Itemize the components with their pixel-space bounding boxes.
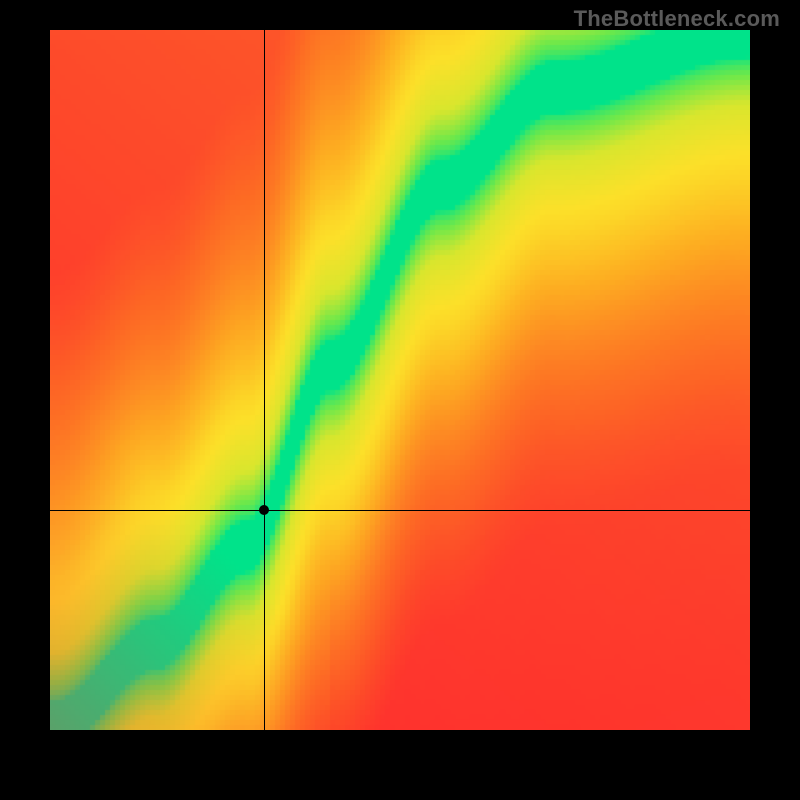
crosshair-horizontal: [50, 510, 750, 511]
watermark-text: TheBottleneck.com: [574, 6, 780, 32]
chart-container: TheBottleneck.com: [0, 0, 800, 800]
data-point-marker: [259, 505, 269, 515]
crosshair-vertical: [264, 30, 265, 730]
plot-area: [50, 30, 750, 730]
heatmap-canvas: [50, 30, 750, 730]
